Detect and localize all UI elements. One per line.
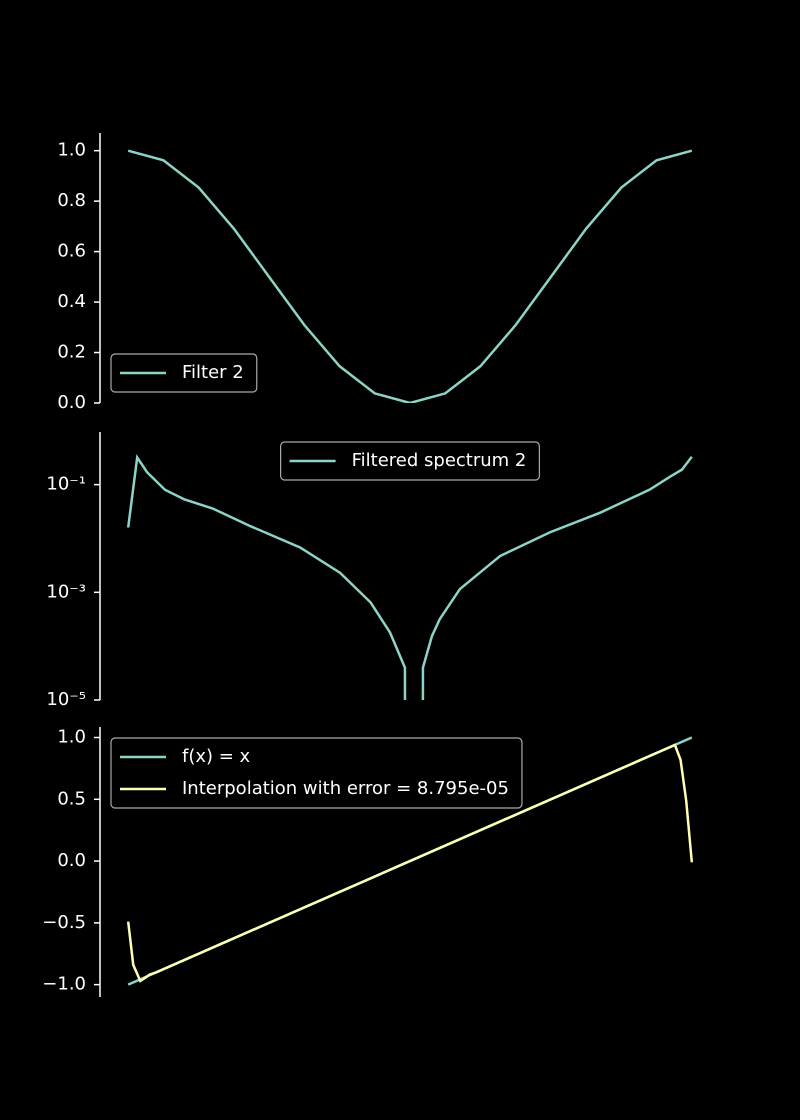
y-tick-label: 10⁻³: [46, 581, 86, 602]
y-tick-label: 0.2: [57, 342, 86, 363]
series-line: [127, 149, 693, 403]
y-tick-label: 0.0: [57, 392, 86, 413]
y-tick-label: 0.5: [57, 788, 86, 809]
y-tick-label: −0.5: [42, 912, 86, 933]
y-tick-label: 10⁻⁵: [46, 689, 86, 710]
y-tick-label: 0.6: [57, 241, 86, 262]
legend: Filter 2: [110, 353, 258, 393]
y-tick-label: 0.4: [57, 291, 86, 312]
legend-frame: [110, 737, 523, 809]
y-tick-label: −1.0: [42, 974, 86, 995]
subplot: 0.0 0.2 0.4 0.6 0.8 1.0 Filter 2: [57, 133, 693, 413]
legend: Filtered spectrum 2: [280, 441, 540, 481]
subplot: −1.0 −0.5 0.0 0.5 1.0 f(x) = x Interpolation w…: [42, 727, 694, 997]
legend: f(x) = x Interpolation with error = 8.795…: [110, 737, 523, 809]
y-tick-label: 10⁻¹: [46, 474, 86, 495]
series-line: [126, 453, 693, 700]
y-tick-label: 1.0: [57, 727, 86, 748]
legend-label: Interpolation with error = 8.795e-05: [182, 778, 509, 799]
y-tick-label: 1.0: [57, 140, 86, 161]
y-tick-label: 0.0: [57, 850, 86, 871]
legend-label: Filtered spectrum 2: [352, 450, 527, 471]
legend-label: f(x) = x: [182, 746, 251, 767]
y-tick-label: 0.8: [57, 190, 86, 211]
subplot: 10⁻¹ 10⁻³ 10⁻⁵ Filtered spectrum 2: [46, 432, 693, 710]
legend-frame: [280, 441, 540, 481]
legend-frame: [110, 353, 258, 393]
legend-label: Filter 2: [182, 362, 244, 383]
series-line: [126, 743, 694, 983]
